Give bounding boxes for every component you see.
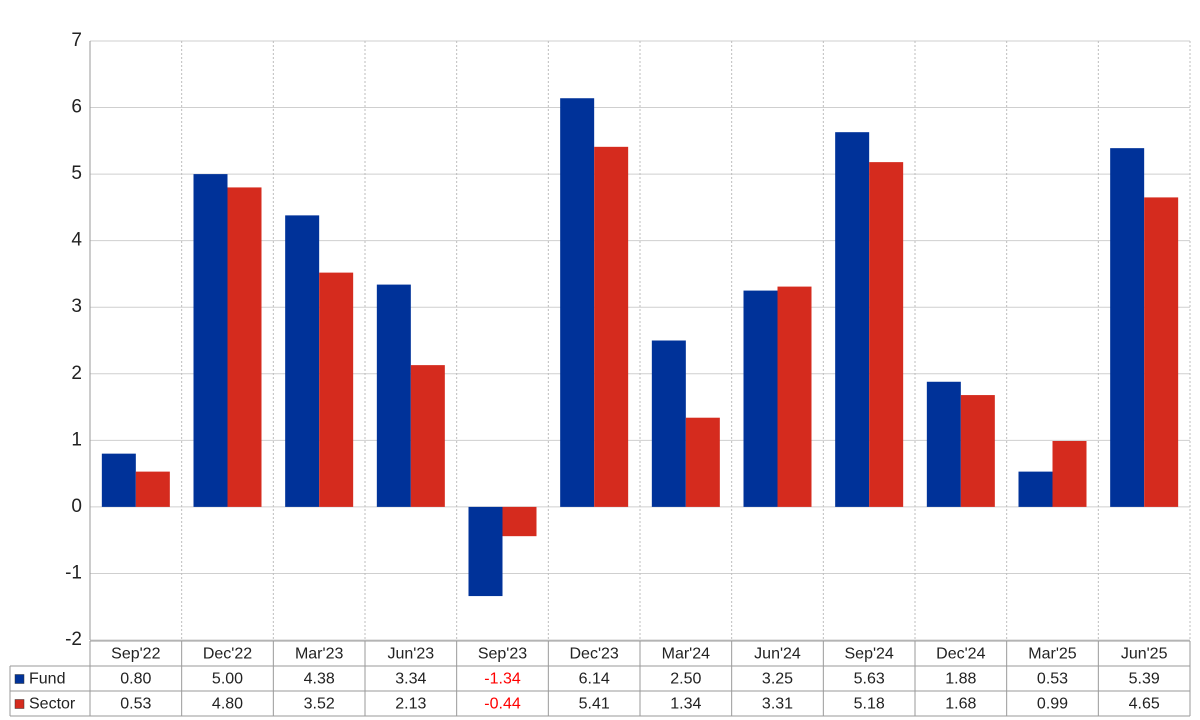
bar [410, 365, 445, 507]
data-label: 0.80 [120, 671, 151, 688]
x-tick-label: Dec'23 [570, 646, 619, 663]
data-label: 0.53 [1037, 671, 1068, 688]
bar [960, 395, 995, 507]
bar [193, 174, 228, 507]
data-label: 5.63 [854, 671, 885, 688]
data-label: 3.25 [762, 671, 793, 688]
bar [1052, 440, 1087, 507]
data-label: 5.00 [212, 671, 243, 688]
x-tick-label: Mar'23 [295, 646, 344, 663]
data-label: -1.34 [484, 671, 521, 688]
bar [376, 284, 411, 507]
y-tick-label: 3 [71, 296, 82, 317]
x-tick-label: Sep'24 [845, 646, 894, 663]
data-label: 6.14 [579, 671, 610, 688]
data-label: 1.68 [945, 696, 976, 713]
y-tick-label: 7 [71, 30, 82, 51]
data-label: 5.39 [1129, 671, 1160, 688]
data-label: -0.44 [484, 696, 521, 713]
y-tick-label: -2 [65, 629, 82, 650]
data-label: 2.50 [670, 671, 701, 688]
y-tick-label: -1 [65, 562, 82, 583]
x-tick-label: Sep'23 [478, 646, 527, 663]
y-tick-label: 4 [71, 230, 82, 251]
data-label: 0.99 [1037, 696, 1068, 713]
bar [869, 162, 904, 507]
bar [468, 506, 503, 597]
bar [777, 286, 812, 507]
x-tick-label: Mar'25 [1028, 646, 1077, 663]
bar [685, 417, 720, 507]
bar [502, 506, 537, 537]
y-tick-label: 2 [71, 363, 82, 384]
x-tick-label: Jun'25 [1121, 646, 1168, 663]
data-label: 5.18 [854, 696, 885, 713]
x-tick-label: Dec'24 [936, 646, 985, 663]
x-tick-label: Jun'23 [388, 646, 435, 663]
data-label: 3.31 [762, 696, 793, 713]
bar [101, 453, 136, 507]
bar [135, 471, 170, 507]
x-tick-label: Mar'24 [662, 646, 711, 663]
y-tick-label: 0 [71, 496, 82, 517]
data-label: 1.88 [945, 671, 976, 688]
bar [560, 98, 595, 507]
data-label: 4.38 [304, 671, 335, 688]
bar [227, 187, 262, 507]
x-tick-label: Dec'22 [203, 646, 252, 663]
data-label: 5.41 [579, 696, 610, 713]
bar [285, 215, 320, 507]
data-label: 3.52 [304, 696, 335, 713]
bar [1144, 197, 1179, 507]
bar [1018, 471, 1053, 507]
legend-swatch [14, 699, 25, 709]
data-label: 4.65 [1129, 696, 1160, 713]
data-label: 2.13 [395, 696, 426, 713]
y-tick-label: 1 [71, 429, 82, 450]
y-tick-label: 6 [71, 97, 82, 118]
data-label: 0.53 [120, 696, 151, 713]
bar [594, 146, 629, 507]
bar [319, 272, 354, 507]
bar [743, 290, 778, 507]
legend-label: Sector [29, 696, 76, 713]
data-label: 1.34 [670, 696, 701, 713]
data-label: 4.80 [212, 696, 243, 713]
bar [1110, 148, 1145, 507]
y-tick-label: 5 [71, 163, 82, 184]
bar [651, 340, 686, 507]
bar [926, 381, 961, 507]
legend-swatch [14, 674, 25, 684]
legend-label: Fund [29, 671, 65, 688]
bar [835, 132, 870, 507]
x-tick-label: Sep'22 [111, 646, 160, 663]
x-tick-label: Jun'24 [754, 646, 801, 663]
data-label: 3.34 [395, 671, 426, 688]
